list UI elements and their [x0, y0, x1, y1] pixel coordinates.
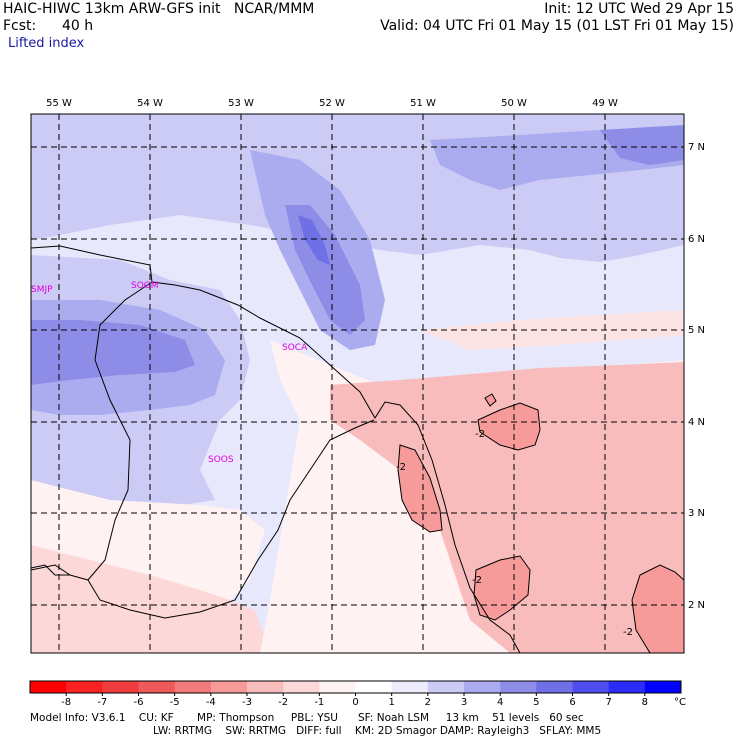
colorbar-swatch [464, 681, 501, 693]
station-labels: SMJP SOGM SOCA SOOS [31, 281, 308, 465]
colorbar-tick-label: 7 [605, 697, 611, 708]
lifted-index-field [31, 114, 684, 653]
colorbar-swatch [500, 681, 537, 693]
lon-label: 53 W [228, 98, 254, 109]
init-time: Init: 12 UTC Wed 29 Apr 15 [544, 1, 734, 17]
colorbar-swatch [644, 681, 682, 693]
contour-neg2-southeast [631, 564, 684, 653]
contour-label: -2 [396, 462, 406, 473]
colorbar-swatch [608, 681, 646, 693]
colorbar-swatch [536, 681, 573, 693]
lon-label: 55 W [46, 98, 72, 109]
colorbar-tick-label: 8 [642, 697, 648, 708]
model-info-line-1: Model Info: V3.6.1 CU: KF MP: Thompson P… [30, 712, 584, 724]
colorbar-swatch [210, 681, 248, 693]
colorbar-swatch [572, 681, 610, 693]
contour-neg2-east [477, 402, 541, 451]
colorbar-ticks: -8 -7 -6 -5 -4 -3 -2 -1 0 1 2 3 4 5 6 7 8 [61, 693, 648, 708]
lat-label: 6 N [688, 234, 705, 245]
lon-label: 54 W [137, 98, 163, 109]
field-patch-neg3-east [478, 403, 540, 450]
colorbar-tick-label: 4 [497, 697, 503, 708]
lon-label: 52 W [319, 98, 345, 109]
field-patch-neg3-southeast [632, 565, 684, 653]
map-frame [30, 113, 685, 654]
colorbar-tick-label: 3 [461, 697, 467, 708]
lat-label: 5 N [688, 325, 705, 336]
colorbar-swatch [30, 681, 67, 693]
field-band-neg2-neg1 [330, 362, 684, 653]
lat-label: 2 N [688, 600, 705, 611]
model-info-line-2: LW: RRTMG SW: RRTMG DIFF: full KM: 2D Sm… [153, 725, 602, 737]
latitude-labels: 7 N 6 N 5 N 4 N 3 N 2 N [688, 142, 705, 611]
contour-label: -2 [623, 627, 633, 638]
colorbar-swatch [102, 681, 139, 693]
field-patch-neg3-south [474, 556, 530, 620]
station-label-soos: SOOS [208, 455, 234, 465]
model-title: HAIC-HIWC 13km ARW-GFS init NCAR/MMM [3, 1, 315, 17]
contour-label: -2 [475, 429, 485, 440]
colorbar-tick-label: 5 [533, 697, 539, 708]
field-patch-neg3-coast [398, 445, 442, 532]
colorbar-tick-label: 0 [352, 697, 358, 708]
colorbar-swatch [427, 681, 465, 693]
border-southwest [31, 564, 70, 576]
colorbar [29, 680, 682, 694]
coastline [31, 245, 521, 653]
colorbar-swatch [247, 681, 284, 693]
lat-label: 3 N [688, 508, 705, 519]
colorbar-swatch [319, 681, 356, 693]
colorbar-tick-label: -4 [206, 697, 216, 708]
lat-label: 7 N [688, 142, 705, 153]
field-band-4-5-northeast [600, 125, 684, 165]
lon-label: 51 W [410, 98, 436, 109]
colorbar-swatch [66, 681, 103, 693]
forecast-hour: 40 h [62, 18, 94, 34]
lon-label: 50 W [501, 98, 527, 109]
colorbar-swatch [138, 681, 176, 693]
colorbar-unit: °C [674, 697, 686, 708]
colorbar-tick-label: 6 [569, 697, 575, 708]
field-band-4-5-west [31, 320, 195, 385]
colorbar-tick-label: -1 [314, 697, 324, 708]
station-label-sogm: SOGM [131, 281, 159, 291]
lon-label: 49 W [592, 98, 618, 109]
border-suriname-east [87, 419, 375, 619]
valid-time: Valid: 04 UTC Fri 01 May 15 (01 LST Fri … [380, 18, 734, 34]
colorbar-tick-label: -8 [61, 697, 71, 708]
longitude-labels: 55 W 54 W 53 W 52 W 51 W 50 W 49 W [46, 98, 618, 109]
colorbar-swatch [283, 681, 320, 693]
colorbar-tick-label: -6 [134, 697, 144, 708]
colorbar-tick-label: -3 [242, 697, 252, 708]
lat-label: 4 N [688, 417, 705, 428]
colorbar-tick-label: -5 [170, 697, 180, 708]
colorbar-tick-label: 1 [388, 697, 394, 708]
colorbar-swatch [174, 681, 212, 693]
forecast-label: Fcst: [3, 18, 37, 34]
lat-lon-grid [31, 114, 684, 653]
field-band-5-6-core [298, 215, 330, 265]
contour-neg2-dot [484, 393, 497, 407]
colorbar-tick-label: -7 [97, 697, 107, 708]
colorbar-swatch [355, 681, 393, 693]
station-label-soca: SOCA [282, 343, 308, 353]
contour-labels: -2 -2 -2 -2 [396, 429, 633, 638]
boundaries [31, 245, 521, 653]
contour-label: -2 [472, 575, 482, 586]
colorbar-tick-label: 2 [425, 697, 431, 708]
colorbar-tick-label: -2 [278, 697, 288, 708]
colorbar-swatch [391, 681, 429, 693]
field-name: Lifted index [8, 36, 85, 51]
station-label-smjp: SMJP [31, 285, 53, 295]
